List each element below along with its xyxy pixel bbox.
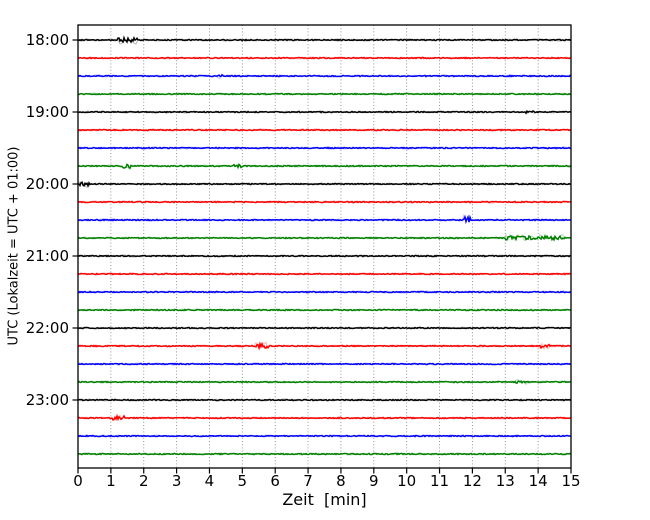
y-tick-label: 18:00 (25, 31, 69, 49)
x-tick-label: 13 (495, 472, 515, 490)
x-tick-label: 3 (171, 472, 182, 490)
x-tick-label: 14 (528, 472, 548, 490)
trace-18:45 (77, 92, 572, 96)
x-tick-label: 5 (237, 472, 248, 490)
trace-22:15 (77, 341, 572, 351)
trace-22:30 (77, 362, 572, 366)
trace-19:15 (77, 128, 572, 132)
trace-20:15 (77, 200, 572, 204)
trace-22:45 (77, 380, 572, 385)
y-tick-label: 23:00 (25, 391, 69, 409)
trace-19:45 (77, 163, 572, 170)
y-tick-label: 19:00 (25, 103, 69, 121)
trace-21:45 (77, 308, 572, 312)
x-tick-label: 0 (73, 472, 83, 490)
x-axis-label: Zeit [min] (282, 490, 367, 509)
y-axis-label: UTC (Lokalzeit = UTC + 01:00) (6, 146, 22, 346)
axes-box (77, 24, 572, 469)
trace-20:00 (77, 181, 572, 188)
x-tick-label: 15 (561, 472, 581, 490)
trace-21:00 (77, 254, 572, 258)
trace-23:15 (77, 413, 572, 422)
x-tick-label: 9 (369, 472, 379, 490)
x-tick-label: 6 (270, 472, 280, 490)
trace-18:00 (77, 35, 572, 44)
x-tick-label: 10 (397, 472, 417, 490)
x-tick-label: 8 (336, 472, 346, 490)
y-tick-label: 22:00 (25, 319, 69, 337)
trace-18:15 (77, 56, 572, 60)
trace-20:30 (77, 214, 572, 225)
x-tick-label: 12 (462, 472, 482, 490)
y-tick-label: 21:00 (25, 247, 69, 265)
trace-23:30 (77, 434, 572, 438)
x-tick-label: 2 (138, 472, 149, 490)
trace-23:00 (77, 398, 572, 402)
trace-19:00 (77, 109, 572, 115)
x-tick-label: 1 (106, 472, 116, 490)
y-tick-label: 20:00 (25, 175, 69, 193)
trace-18:30 (77, 73, 572, 78)
trace-20:45 (77, 234, 572, 242)
x-tick-label: 11 (429, 472, 450, 490)
x-tick-label: 4 (204, 472, 215, 490)
trace-22:00 (77, 326, 572, 330)
trace-21:30 (77, 290, 572, 294)
trace-19:30 (77, 146, 572, 150)
trace-23:45 (77, 452, 572, 456)
trace-21:15 (77, 272, 572, 276)
x-tick-label: 7 (303, 472, 313, 490)
